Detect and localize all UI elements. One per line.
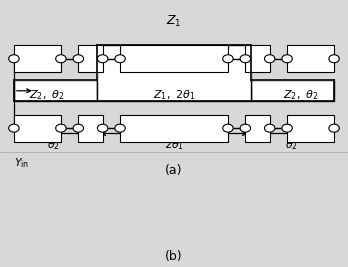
Circle shape xyxy=(73,124,84,132)
Text: (a): (a) xyxy=(165,164,183,177)
Circle shape xyxy=(223,124,233,132)
Circle shape xyxy=(97,55,108,63)
Text: $Y_{\rm in}$: $Y_{\rm in}$ xyxy=(14,156,29,170)
Bar xyxy=(287,115,334,142)
Circle shape xyxy=(240,124,251,132)
Bar xyxy=(14,80,97,101)
Bar xyxy=(287,45,334,72)
Circle shape xyxy=(223,55,233,63)
Text: $\theta_2$: $\theta_2$ xyxy=(47,139,61,152)
Text: $Z_2$: $Z_2$ xyxy=(295,46,310,61)
Circle shape xyxy=(73,55,84,63)
Circle shape xyxy=(329,124,339,132)
Bar xyxy=(245,115,270,142)
Bar xyxy=(14,115,61,142)
Circle shape xyxy=(115,55,125,63)
Circle shape xyxy=(329,55,339,63)
Circle shape xyxy=(97,124,108,132)
Circle shape xyxy=(56,124,66,132)
Circle shape xyxy=(56,55,66,63)
Circle shape xyxy=(264,55,275,63)
Bar xyxy=(97,45,251,101)
Bar xyxy=(120,45,228,72)
Bar xyxy=(251,80,334,101)
Text: (b): (b) xyxy=(165,250,183,263)
Text: $Z_2,\ \theta_2$: $Z_2,\ \theta_2$ xyxy=(283,88,319,102)
Circle shape xyxy=(240,55,251,63)
Circle shape xyxy=(115,124,125,132)
Circle shape xyxy=(282,124,292,132)
Text: $Z_2$: $Z_2$ xyxy=(38,46,53,61)
Bar xyxy=(78,115,103,142)
Text: $\theta_2$: $\theta_2$ xyxy=(285,139,298,152)
Text: $2\theta_1$: $2\theta_1$ xyxy=(164,139,184,152)
Bar xyxy=(78,45,103,72)
Text: $Z_1$: $Z_1$ xyxy=(166,14,182,29)
Bar xyxy=(245,45,270,72)
Circle shape xyxy=(282,55,292,63)
Circle shape xyxy=(9,124,19,132)
Circle shape xyxy=(9,55,19,63)
Text: $Z_2,\ \theta_2$: $Z_2,\ \theta_2$ xyxy=(29,88,65,102)
Bar xyxy=(14,45,61,72)
Bar xyxy=(120,115,228,142)
Circle shape xyxy=(264,124,275,132)
Text: $Z_1,\ 2\theta_1$: $Z_1,\ 2\theta_1$ xyxy=(153,88,195,102)
